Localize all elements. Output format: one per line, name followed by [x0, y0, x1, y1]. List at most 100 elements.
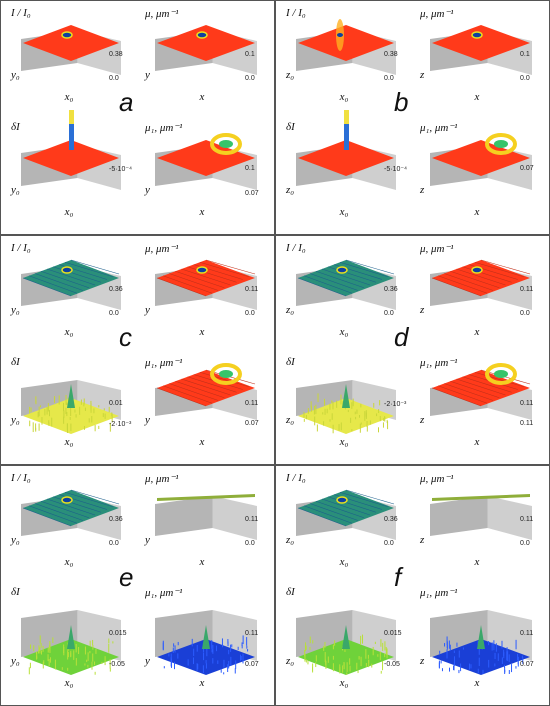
axis-label-bottom: x₀ — [339, 91, 349, 103]
axis-label-left: z — [420, 534, 425, 546]
figure-panel-d: I / I₀ z₀ x₀ 0.36 0.0 μ, μm⁻¹ z x 0.11 0.0 δI z₀ x₀ -… — [275, 235, 550, 465]
grid-line — [181, 378, 231, 396]
grid-line — [22, 277, 72, 297]
back-wall — [212, 496, 257, 540]
grid-line — [450, 380, 500, 399]
plot-title: μ₁, μm⁻¹ — [145, 357, 183, 369]
grid-line — [345, 489, 395, 505]
panel-letter: d — [394, 322, 409, 352]
tick-label: -0.05 — [109, 661, 125, 668]
surface-plot — [155, 363, 257, 420]
tick-label: 0.0 — [245, 310, 255, 317]
tick-label: 0.11 — [245, 630, 259, 637]
surface-plot — [430, 494, 532, 540]
axis-label-bottom: x₀ — [64, 556, 74, 568]
axis-label-bottom: x — [474, 91, 480, 103]
axis-label-bottom: x — [474, 677, 480, 689]
tick-label: 0.11 — [520, 400, 534, 407]
surface-plot — [296, 19, 396, 75]
surface-plane — [432, 25, 530, 61]
panel-letter: a — [119, 87, 134, 117]
tick-label: 0.11 — [520, 630, 534, 637]
plot-title: μ₁, μm⁻¹ — [145, 587, 183, 599]
grid-line — [22, 507, 72, 527]
surface-plane — [432, 140, 530, 176]
grid-line — [64, 261, 114, 278]
surface-plot — [430, 363, 532, 420]
plot-title: δI — [286, 586, 295, 598]
side-wall — [155, 496, 213, 536]
surface-plot — [21, 610, 121, 675]
figure-panel-e: I / I₀ y₀ x₀ 0.36 0.0 μ, μm⁻¹ y x 0.11 0.0 δI y₀ x₀ 0… — [0, 465, 275, 706]
figure-panel-f: I / I₀ z₀ x₀ 0.36 0.0 μ, μm⁻¹ z x 0.11 0.0 δI z₀ x₀ 0… — [275, 465, 550, 706]
grid-line — [321, 498, 371, 516]
grid-line — [456, 378, 506, 396]
grid-line — [444, 383, 494, 401]
grid-line — [303, 505, 353, 524]
surface-plot — [21, 25, 121, 75]
grid-line — [64, 491, 114, 508]
axis-label-left: y₀ — [11, 534, 20, 546]
grid-line — [46, 498, 96, 516]
grid-line — [70, 259, 120, 275]
surface-plot — [430, 259, 532, 310]
tick-label: 0.0 — [384, 75, 394, 82]
surface-plane — [298, 398, 394, 434]
grid-line — [52, 266, 102, 283]
grid-line — [321, 268, 371, 286]
tick-label: 0.0 — [245, 75, 255, 82]
grid-line — [450, 270, 500, 289]
tick-label: -0.05 — [384, 661, 400, 668]
peak — [342, 625, 350, 649]
peak — [344, 110, 349, 150]
grid-line — [456, 268, 506, 286]
axis-label-bottom: x — [474, 436, 480, 448]
grid-line — [205, 259, 256, 275]
spot — [336, 496, 348, 504]
spot — [336, 266, 348, 274]
axis-label-left: y₀ — [11, 655, 20, 667]
spot — [61, 496, 73, 504]
plot-title: μ₁, μm⁻¹ — [145, 122, 183, 134]
grid-line — [315, 270, 365, 289]
axis-label-left: z₀ — [286, 534, 295, 546]
panel-letter: c — [119, 322, 132, 352]
plot-title: I / I₀ — [11, 242, 31, 254]
spot — [196, 266, 208, 274]
axis-label-left: y — [145, 304, 150, 316]
plot-title: μ, μm⁻¹ — [420, 8, 454, 20]
tick-label: 0.36 — [384, 516, 398, 523]
surface-plot — [21, 380, 121, 434]
plot-title: I / I₀ — [11, 472, 31, 484]
surface-slab — [157, 494, 255, 501]
grid-line — [297, 507, 347, 527]
surface-plot — [430, 610, 532, 675]
tick-label: 0.0 — [384, 310, 394, 317]
tick-label: 0.015 — [109, 630, 127, 637]
grid-line — [327, 496, 377, 513]
grid-line — [480, 259, 531, 275]
axis-label-bottom: x — [474, 326, 480, 338]
tick-label: 0.0 — [109, 75, 119, 82]
grid-line — [438, 275, 488, 294]
tick-label: 0.0 — [109, 310, 119, 317]
panel-graphics — [21, 259, 257, 434]
axis-label-left: z — [420, 304, 425, 316]
figure-panel-a: I / I₀ y₀ x₀ 0.38 0.0 μ, μm⁻¹ y x 0.1 0.0 δI y₀ x₀ -5… — [0, 0, 275, 235]
ring — [485, 133, 517, 155]
grid-line — [169, 273, 219, 291]
ring-center — [219, 370, 233, 378]
tick-label: -5·10⁻⁴ — [384, 166, 408, 173]
surface-slab — [432, 494, 530, 501]
axis-label-left: z — [420, 414, 425, 426]
axis-label-left: y₀ — [11, 69, 20, 81]
surface-plot — [155, 494, 257, 540]
surface-plot — [155, 259, 257, 310]
tick-label: 0.11 — [520, 420, 534, 427]
panel-graphics — [296, 19, 532, 190]
surface-plot — [21, 110, 121, 190]
axis-label-left: y — [145, 534, 150, 546]
grid-line — [315, 500, 365, 519]
plot-title: δI — [286, 356, 295, 368]
tick-label: -2·10⁻³ — [109, 421, 132, 428]
